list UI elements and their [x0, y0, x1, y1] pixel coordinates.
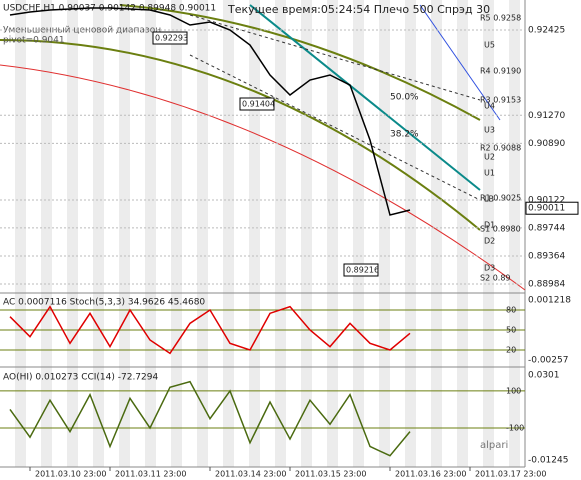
x-tick-label: 2011.03.17 23:00: [475, 470, 546, 479]
level-label: R3 0.9153: [480, 96, 521, 105]
stripe: [379, 0, 390, 467]
stripe: [171, 0, 182, 467]
level-label: D2: [484, 237, 495, 246]
stripe: [405, 0, 416, 467]
current-price-label: 0.90011: [528, 204, 565, 214]
x-tick-label: 2011.03.16 23:00: [395, 470, 466, 479]
stripe: [197, 0, 208, 467]
y-tick-label: 0.92425: [528, 26, 565, 36]
level-label: S1 0.8980: [480, 225, 521, 234]
stripe: [327, 0, 338, 467]
current-price-box: [525, 201, 579, 215]
stripe: [93, 0, 104, 467]
pivot-note: pivot=0.9041: [3, 36, 65, 46]
level-label: U4: [484, 102, 495, 111]
x-tick-label: 2011.03.10 23:00: [35, 470, 106, 479]
level-label: 80: [506, 306, 516, 315]
y-tick-label: 0.0301: [528, 371, 560, 381]
x-tick-label: 2011.03.15 23:00: [295, 470, 366, 479]
level-label: 100: [506, 386, 521, 395]
trend-line: [419, 4, 501, 121]
price-box-label: 0.89216: [346, 266, 379, 275]
x-tick-label: 2011.03.14 23:00: [215, 470, 286, 479]
price-box: [239, 97, 275, 111]
fan-line: [189, 14, 481, 201]
price-line: [9, 380, 411, 457]
level-label: U2: [484, 153, 495, 162]
stripe: [119, 0, 130, 467]
level-label: R4 0.9190: [480, 67, 521, 76]
level-label: 50: [506, 326, 516, 335]
info-line: Текущее время:05:24:54 Плечо 500 Спрэд 3…: [227, 3, 490, 16]
fib-label: 38.2%: [390, 130, 419, 140]
y-tick-label: 0.90122: [528, 196, 565, 206]
stripe: [301, 0, 312, 467]
y-tick-label: -0.01245: [528, 456, 568, 466]
level-label: S2 0.89: [480, 274, 511, 283]
stripe: [509, 0, 520, 467]
stripe: [275, 0, 286, 467]
price-box: [343, 263, 379, 277]
stripe: [145, 0, 156, 467]
y-tick-label: -0.00257: [528, 356, 568, 366]
price-box-label: 0.92293: [155, 34, 188, 43]
stripe: [457, 0, 468, 467]
y-tick-label: 0.001218: [528, 296, 571, 306]
y-tick-label: 0.89744: [528, 223, 565, 233]
level-label: R5 0.9258: [480, 14, 521, 23]
stripe: [15, 0, 26, 467]
y-tick-label: 0.91270: [528, 111, 565, 121]
level-label: R2 0.9088: [480, 144, 521, 153]
stripe: [353, 0, 364, 467]
price-line: [9, 7, 411, 216]
price-box: [152, 31, 188, 45]
level-label: LB: [484, 195, 494, 204]
panel-title: AC 0.0007116 Stoch(5,3,3) 34.9626 45.468…: [3, 298, 205, 308]
price-line: [9, 305, 411, 355]
range-note: Уменьшенный ценовой диапазон: [3, 26, 161, 36]
level-label: U1: [484, 169, 495, 178]
y-tick-label: 0.89364: [528, 251, 565, 261]
stripe: [249, 0, 260, 467]
level-label: 20: [506, 346, 516, 355]
session-stripes: [15, 0, 520, 467]
stripe: [41, 0, 52, 467]
x-tick-label: 2011.03.11 23:00: [115, 470, 186, 479]
level-label: D1: [484, 221, 495, 230]
stripe: [223, 0, 234, 467]
regression-channel: [119, 4, 481, 121]
moving-average: [0, 64, 526, 291]
stripe: [67, 0, 78, 467]
stripe: [431, 0, 442, 467]
logo: alpari: [480, 440, 508, 451]
y-tick-label: 0.90890: [528, 139, 565, 149]
fib-label: 50.0%: [390, 93, 419, 103]
regression-channel: [0, 39, 481, 231]
level-label: U5: [484, 41, 495, 50]
trend-line: [249, 4, 481, 191]
level-label: -100: [506, 423, 524, 432]
panel-title: AO(HI) 0.010273 CCI(14) -72.7294: [3, 373, 158, 383]
y-tick-label: 0.88984: [528, 280, 565, 290]
level-label: U3: [484, 126, 495, 135]
price-box-label: 0.91404: [242, 100, 275, 109]
level-label: R1 0.9025: [480, 194, 521, 203]
stripe: [483, 0, 494, 467]
level-label: D3: [484, 264, 495, 273]
